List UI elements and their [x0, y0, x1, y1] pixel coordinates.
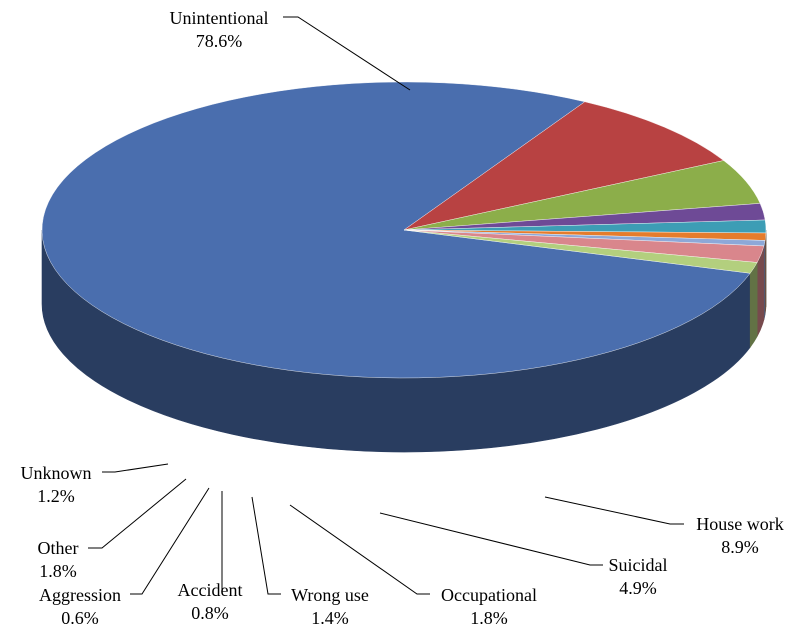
slice-value-wrong-use: 1.4% — [311, 608, 349, 628]
pie-slices — [41, 81, 767, 379]
slice-label-unintentional: Unintentional — [170, 8, 269, 28]
leader-line-wrong-use — [251, 496, 281, 595]
slice-label-occupational: Occupational — [441, 585, 537, 605]
leader-lines — [88, 16, 684, 595]
leader-line-other — [88, 478, 187, 549]
slice-label-wrong-use: Wrong use — [291, 585, 369, 605]
slice-side-unknown — [749, 262, 758, 349]
slice-value-unknown: 1.2% — [37, 486, 75, 506]
slice-house-work — [403, 101, 725, 231]
slice-unintentional — [41, 81, 751, 379]
slice-value-accident: 0.8% — [191, 603, 229, 623]
slice-label-house-work: House work — [696, 514, 784, 534]
leader-line-suicidal — [379, 512, 603, 566]
slice-label-aggression: Aggression — [39, 585, 121, 605]
slice-value-aggression: 0.6% — [61, 608, 99, 628]
slice-value-unintentional: 78.6% — [196, 31, 243, 51]
pie-sides — [41, 229, 767, 453]
leader-line-unintentional — [283, 16, 411, 91]
slice-value-other: 1.8% — [39, 561, 77, 581]
leader-line-occupational — [289, 504, 430, 595]
slice-value-house-work: 8.9% — [721, 537, 759, 557]
slice-value-suicidal: 4.9% — [619, 578, 657, 598]
slice-label-accident: Accident — [178, 580, 243, 600]
leader-line-unknown — [102, 463, 169, 473]
slice-unknown — [403, 229, 758, 274]
slice-label-suicidal: Suicidal — [609, 555, 668, 575]
leader-line-house-work — [544, 496, 684, 525]
slice-value-occupational: 1.8% — [470, 608, 508, 628]
slice-labels: Unintentional 78.6% House work 8.9% Suicidal… — [21, 8, 784, 628]
slice-label-unknown: Unknown — [21, 463, 92, 483]
slice-label-other: Other — [38, 538, 79, 558]
leader-line-aggression — [130, 487, 210, 595]
